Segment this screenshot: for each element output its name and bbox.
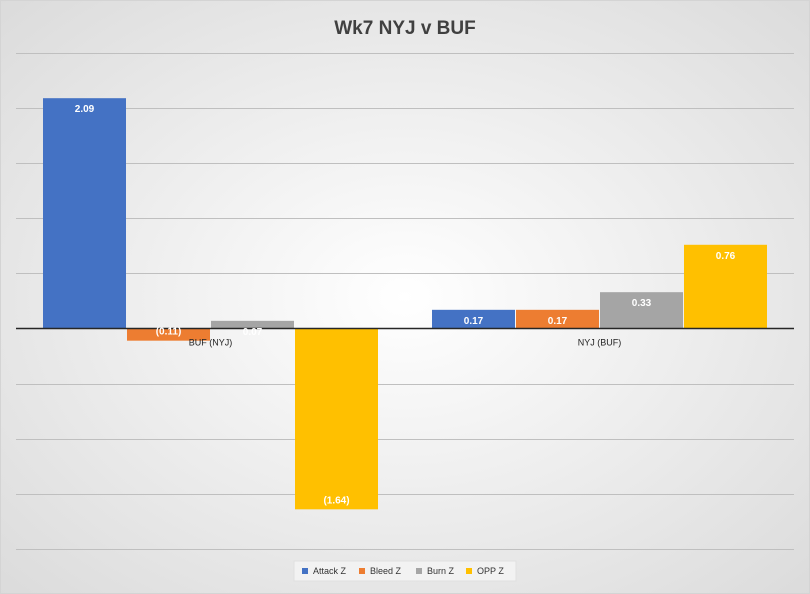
bar-label: 0.76 bbox=[716, 251, 736, 262]
category-labels-group: BUF (NYJ) NYJ (BUF) bbox=[189, 338, 622, 348]
gridlines bbox=[16, 53, 794, 550]
bar bbox=[127, 328, 210, 341]
bar bbox=[43, 98, 126, 329]
legend-label: Burn Z bbox=[427, 566, 455, 576]
bar-label: 0.17 bbox=[464, 316, 484, 327]
bar-label: (0.11) bbox=[156, 327, 182, 338]
bar-label: 0.33 bbox=[632, 298, 652, 309]
legend-label: Bleed Z bbox=[370, 566, 402, 576]
legend-swatch bbox=[302, 568, 308, 574]
category-label: NYJ (BUF) bbox=[578, 338, 622, 348]
bar bbox=[432, 309, 515, 329]
bar-label: 0.17 bbox=[548, 316, 568, 327]
legend-swatch bbox=[416, 568, 422, 574]
bar-label: 2.09 bbox=[75, 104, 95, 115]
bar bbox=[211, 320, 294, 329]
bar bbox=[295, 328, 378, 510]
bars-group bbox=[16, 98, 794, 510]
bar bbox=[600, 292, 683, 329]
legend-swatch bbox=[359, 568, 365, 574]
legend-swatch bbox=[466, 568, 472, 574]
bar bbox=[684, 244, 767, 329]
bar-label: (1.64) bbox=[323, 495, 349, 506]
bar-label: 0.07 bbox=[243, 327, 263, 338]
bar bbox=[516, 309, 599, 329]
category-label: BUF (NYJ) bbox=[189, 338, 233, 348]
legend: Attack Z Bleed Z Burn Z OPP Z bbox=[293, 560, 517, 582]
legend-label: OPP Z bbox=[477, 566, 504, 576]
legend-label: Attack Z bbox=[313, 566, 347, 576]
bar-labels-group: 2.09 (0.11) 0.07 (1.64) 0.17 0.17 0.33 0.76 bbox=[75, 104, 736, 506]
legend-box bbox=[293, 560, 517, 582]
chart-title: Wk7 NYJ v BUF bbox=[334, 18, 475, 39]
